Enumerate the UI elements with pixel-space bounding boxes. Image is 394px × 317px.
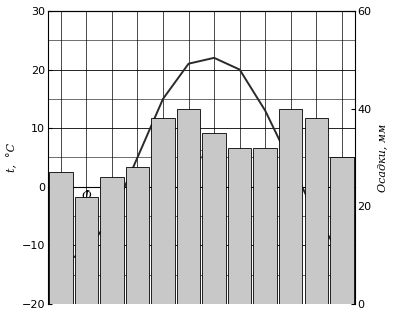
Text: 3 7 2: 3 7 2 xyxy=(182,151,221,165)
Bar xyxy=(203,133,226,304)
Bar xyxy=(100,177,124,304)
Bar xyxy=(126,167,149,304)
Bar xyxy=(305,119,328,304)
Bar xyxy=(330,158,353,304)
Bar xyxy=(177,109,200,304)
Bar xyxy=(49,172,72,304)
Y-axis label: t,  °C: t, °C xyxy=(7,143,18,172)
Bar xyxy=(74,197,98,304)
Bar xyxy=(228,148,251,304)
Bar xyxy=(253,148,277,304)
Bar xyxy=(279,109,303,304)
Y-axis label: Осадки, мм: Осадки, мм xyxy=(377,123,387,191)
Bar xyxy=(151,119,175,304)
